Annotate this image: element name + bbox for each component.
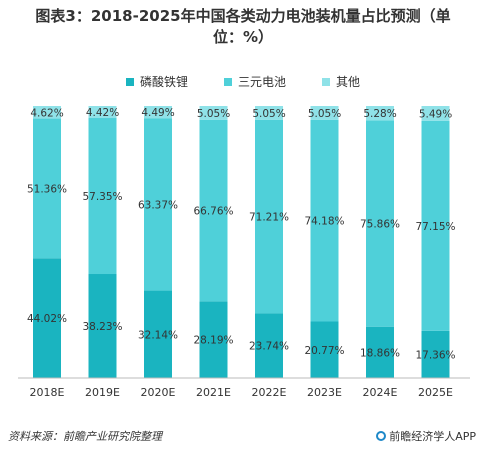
bar-segment [199,301,228,378]
data-label: 32.14% [138,329,178,341]
bar-segment [33,118,61,259]
bar-segment [310,106,339,120]
data-label: 5.28% [363,108,396,120]
bar-segment [88,118,117,275]
bar-segment [366,106,394,121]
legend-swatch [125,77,134,86]
x-tick-label: 2022E [252,386,287,399]
legend-swatch [322,77,330,86]
bar-segment [421,330,450,378]
data-label: 17.36% [415,349,455,361]
data-label: 4.42% [86,107,119,119]
x-tick-label: 2020E [141,386,176,399]
bar-segment [255,119,283,314]
data-label: 28.19% [193,335,233,347]
legend-item: 磷酸铁锂 [125,73,188,90]
x-tick-label: 2019E [85,386,120,399]
legend: 磷酸铁锂 三元电池 其他 [0,73,486,90]
data-label: 4.49% [141,107,174,119]
data-label: 38.23% [82,321,122,333]
bar-segment [33,106,61,119]
bar-segment [255,106,283,120]
x-tick-label: 2025E [418,386,453,399]
data-label: 44.02% [27,313,67,325]
legend-label: 其他 [336,75,361,89]
bar-segment [421,106,450,121]
chart-title: 图表3：2018-2025年中国各类动力电池装机量占比预测（单 位：%） [35,7,451,46]
data-label: 4.62% [30,107,63,119]
data-label: 57.35% [82,191,122,203]
data-label: 63.37% [138,199,178,211]
data-label: 74.18% [304,216,344,228]
data-label: 71.21% [249,212,289,224]
data-label: 51.36% [27,183,67,195]
data-label: 20.77% [304,345,344,357]
legend-item: 其他 [322,73,360,90]
brand-footer: 前瞻经济学人APP [376,428,476,444]
data-label: 18.86% [360,347,400,359]
bar-segment [88,106,117,119]
brand-name: 前瞻经济学人APP [389,430,476,443]
bar-segment [33,258,61,378]
data-label: 5.05% [197,108,230,120]
legend-label: 磷酸铁锂 [139,75,188,89]
bar-segment [366,326,394,378]
bar-segment [199,119,228,302]
data-label: 5.05% [308,108,341,120]
bar-segment [144,106,172,119]
legend-swatch [223,77,232,86]
bar-segment [366,120,394,327]
bar-segment [310,119,339,322]
x-tick-label: 2023E [307,386,342,399]
source-note: 资料来源：前瞻产业研究院整理 [8,430,162,443]
bar-segment [88,274,117,378]
data-label: 5.49% [419,108,452,120]
x-tick-label: 2021E [196,386,231,399]
bar-segment [144,118,172,291]
data-label: 66.76% [193,206,233,218]
bar-segment [310,321,339,378]
legend-item: 三元电池 [223,73,286,90]
bar-segment [255,313,283,378]
x-tick-label: 2024E [363,386,398,399]
x-tick-label: 2018E [30,386,65,399]
legend-label: 三元电池 [237,75,286,89]
bar-segment [144,290,172,378]
data-label: 75.86% [360,219,400,231]
data-label: 23.74% [249,341,289,353]
data-label: 77.15% [415,221,455,233]
bar-segment [199,106,228,120]
data-label: 5.05% [252,108,285,120]
bar-segment [421,120,450,331]
brand-logo-icon [376,431,387,441]
